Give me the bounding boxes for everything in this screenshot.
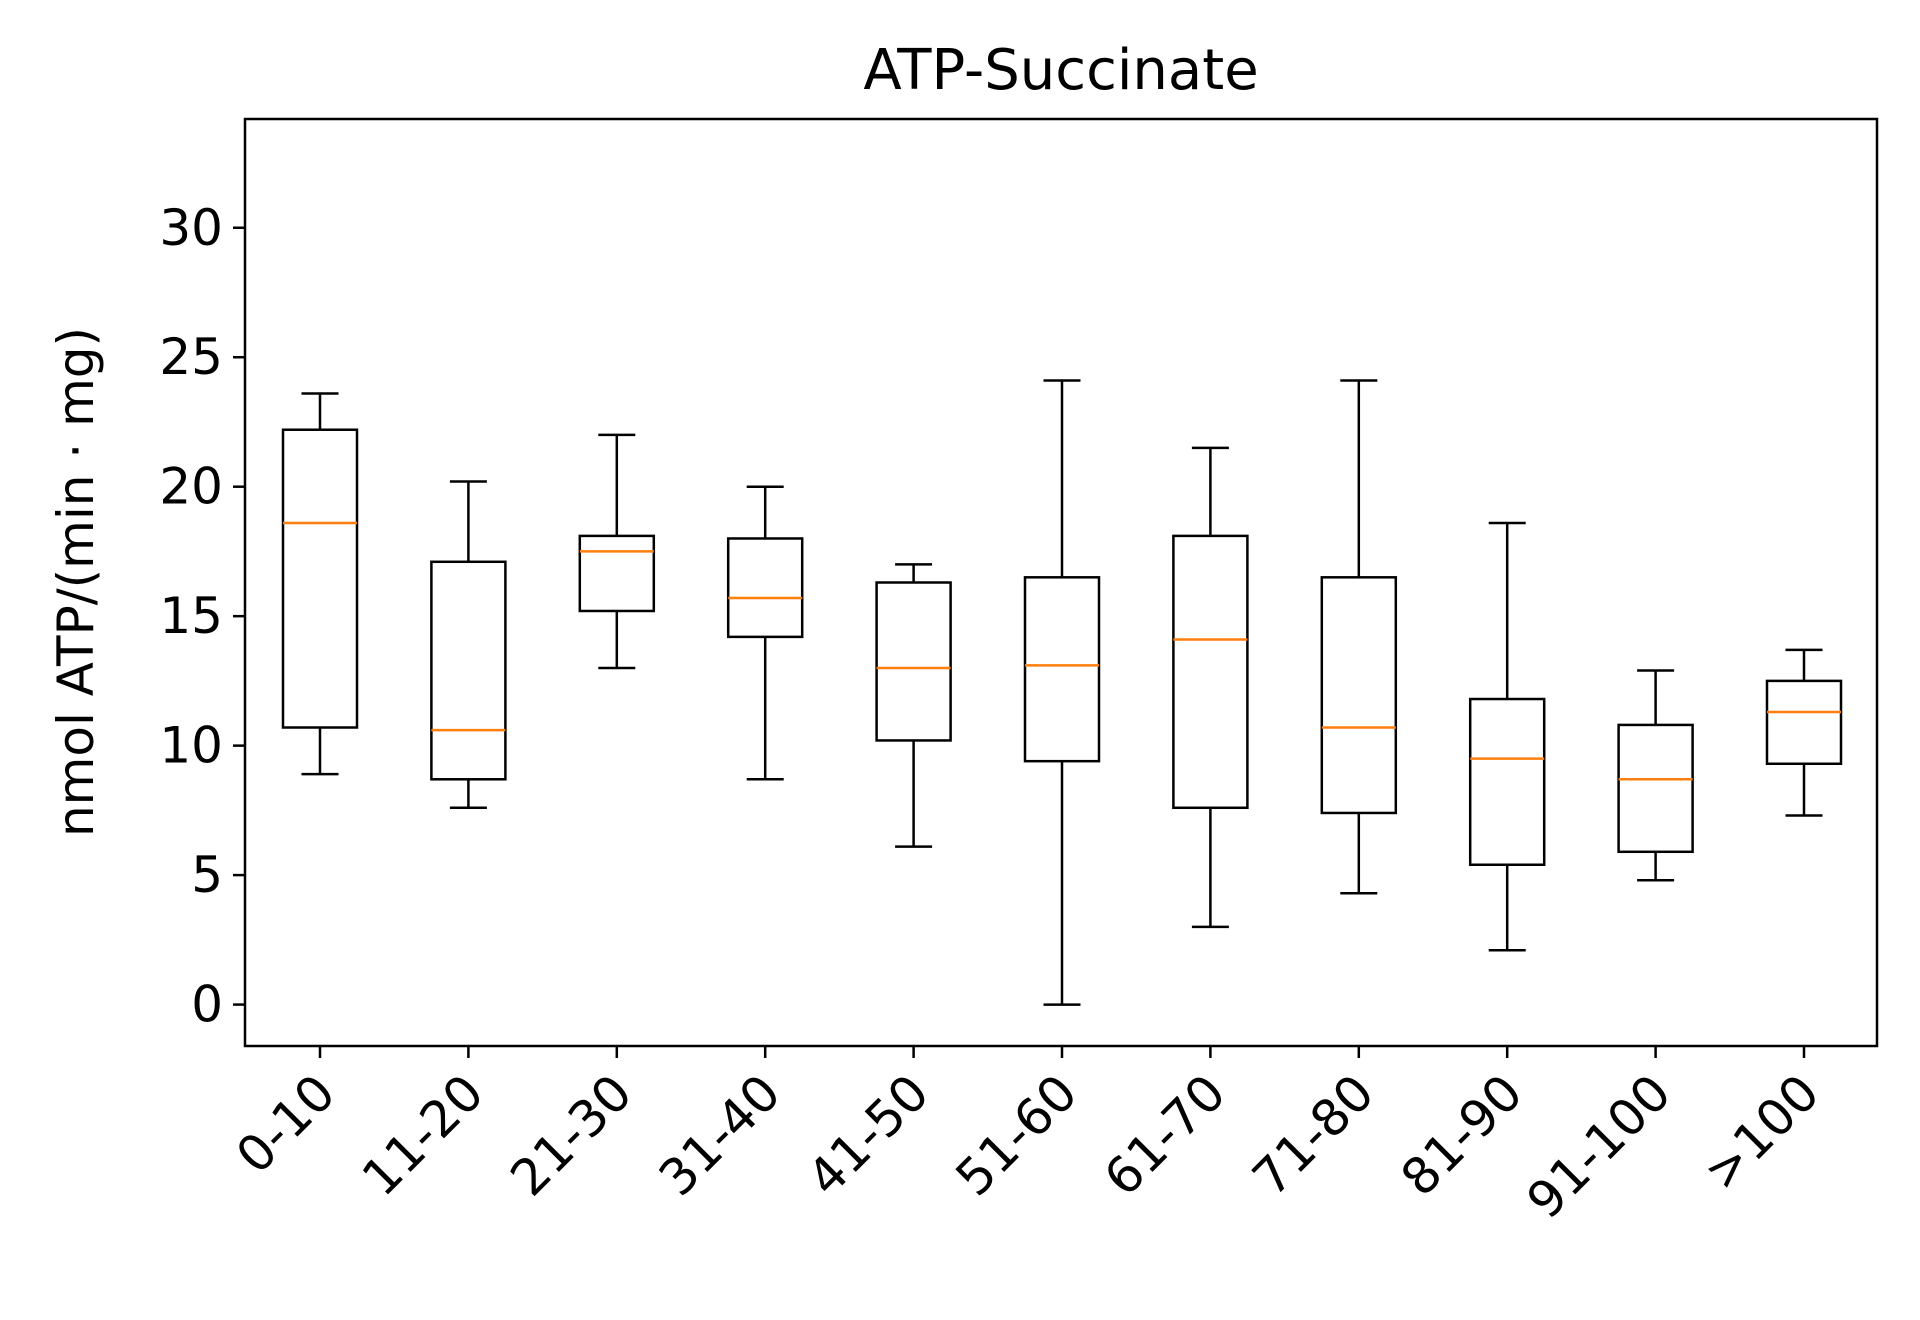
y-tick-label: 15 (159, 587, 223, 645)
iqr-box (726, 537, 804, 639)
iqr-box (1468, 697, 1546, 866)
y-tick-label: 25 (159, 328, 223, 386)
iqr-box (875, 581, 952, 742)
iqr-box (1023, 576, 1101, 763)
iqr-box (1765, 679, 1843, 766)
box-31-40 (726, 485, 804, 781)
box-11-20 (430, 480, 507, 810)
box-series (281, 379, 1843, 1006)
y-tick-label: 5 (191, 846, 223, 904)
iqr-box (281, 428, 359, 729)
chart-title: ATP-Succinate (863, 38, 1258, 103)
box-81-90 (1468, 521, 1546, 952)
y-tick-label: 0 (191, 976, 223, 1034)
box-41-50 (875, 563, 952, 848)
y-axis-ticks: 0 5 10 15 20 25 30 (159, 199, 245, 1034)
box-0-10 (281, 392, 359, 776)
y-tick-label: 20 (159, 458, 223, 516)
box-91-100 (1617, 669, 1694, 882)
iqr-box (1172, 534, 1249, 810)
y-axis-label: nmol ATP/(min · mg) (47, 327, 105, 837)
box-61-70 (1172, 446, 1249, 929)
iqr-box (1617, 723, 1694, 854)
y-tick-label: 30 (159, 199, 223, 257)
y-tick-label: 10 (159, 717, 223, 775)
box->100 (1765, 648, 1843, 817)
plot-area-frame (243, 117, 1879, 1048)
box-71-80 (1320, 379, 1398, 895)
iqr-box (1320, 576, 1398, 815)
iqr-box (578, 534, 656, 613)
box-21-30 (578, 433, 656, 670)
iqr-box (430, 560, 507, 781)
box-51-60 (1023, 379, 1101, 1006)
